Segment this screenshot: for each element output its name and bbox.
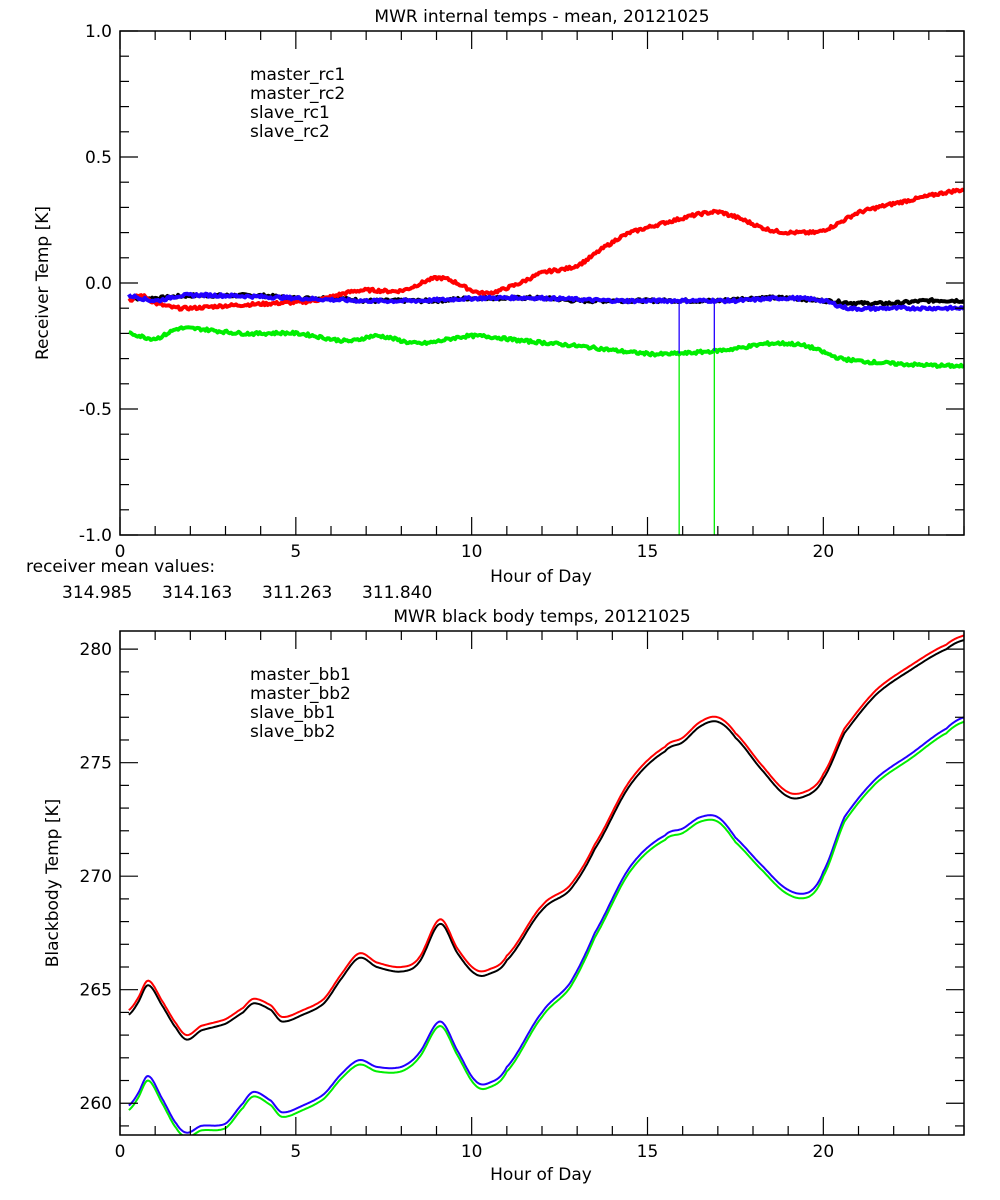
legend-entry-slave_rc2: slave_rc2 [250, 122, 330, 142]
x-axis-label: Hour of Day [490, 567, 592, 587]
mean-values: 314.985 314.163 311.263 311.840 [62, 583, 432, 603]
y-tick-label: 0.0 [85, 274, 112, 294]
y-tick-label: 260 [80, 1094, 112, 1114]
series-line-slave_rc1 [127, 291, 964, 312]
series-line-slave_rc2 [128, 325, 964, 369]
x-tick-label: 5 [290, 542, 301, 562]
legend-entry-master_rc1: master_rc1 [250, 65, 345, 85]
legend-entry-slave_bb1: slave_bb1 [250, 703, 335, 723]
series-line-slave_bb1 [128, 716, 964, 1134]
y-tick-label: 280 [80, 640, 112, 660]
x-axis-label: Hour of Day [490, 1165, 592, 1185]
chart-title: MWR black body temps, 20121025 [393, 607, 690, 627]
plot-area [128, 634, 964, 1135]
x-tick-label: 10 [461, 542, 483, 562]
legend-entry-master_bb1: master_bb1 [250, 665, 351, 685]
y-axis-label: Blackbody Temp [K] [43, 799, 63, 968]
y-tick-label: 270 [80, 867, 112, 887]
mean-value: 314.985 [62, 583, 132, 603]
legend-entry-master_rc2: master_rc2 [250, 84, 345, 104]
x-tick-label: 15 [637, 1142, 659, 1162]
series-line-master_bb2 [128, 634, 964, 1037]
plot-area [127, 187, 964, 535]
mean-value: 311.263 [262, 583, 332, 603]
y-tick-label: 265 [80, 981, 112, 1001]
x-tick-label: 0 [115, 1142, 126, 1162]
x-tick-label: 20 [813, 1142, 835, 1162]
y-tick-label: 275 [80, 754, 112, 774]
series-line-master_rc2 [127, 187, 964, 312]
y-tick-label: 1.0 [85, 22, 112, 42]
x-tick-label: 15 [637, 542, 659, 562]
y-tick-label: -0.5 [79, 400, 112, 420]
series-line-slave_bb2 [128, 720, 964, 1135]
chart-title: MWR internal temps - mean, 20121025 [374, 7, 709, 27]
y-tick-label: -1.0 [79, 526, 112, 546]
x-tick-label: 0 [115, 542, 126, 562]
y-axis-label: Receiver Temp [K] [33, 206, 53, 360]
blackbody-temps-chart: MWR black body temps, 20121025 0 5 10 15 20 2… [43, 607, 965, 1185]
x-tick-label: 20 [813, 542, 835, 562]
mean-value: 311.840 [362, 583, 432, 603]
mean-value: 314.163 [162, 583, 232, 603]
x-tick-label: 10 [461, 1142, 483, 1162]
y-tick-label: 0.5 [85, 148, 112, 168]
axis-ticks: 0 5 10 15 20 -1.0 -0.5 0.0 0.5 1.0 [79, 22, 965, 562]
legend-entry-slave_bb2: slave_bb2 [250, 722, 335, 742]
legend-entry-master_bb2: master_bb2 [250, 684, 351, 704]
plot-frame [119, 30, 965, 536]
x-tick-label: 5 [290, 1142, 301, 1162]
plot-frame [119, 630, 965, 1136]
legend-entry-slave_rc1: slave_rc1 [250, 103, 330, 123]
mean-values-label: receiver mean values: [26, 557, 215, 577]
axis-ticks: 0 5 10 15 20 260 265 270 275 280 [80, 631, 965, 1162]
series-line-master_bb1 [128, 639, 964, 1041]
internal-temps-chart: MWR internal temps - mean, 20121025 0 5 10… [33, 7, 965, 587]
